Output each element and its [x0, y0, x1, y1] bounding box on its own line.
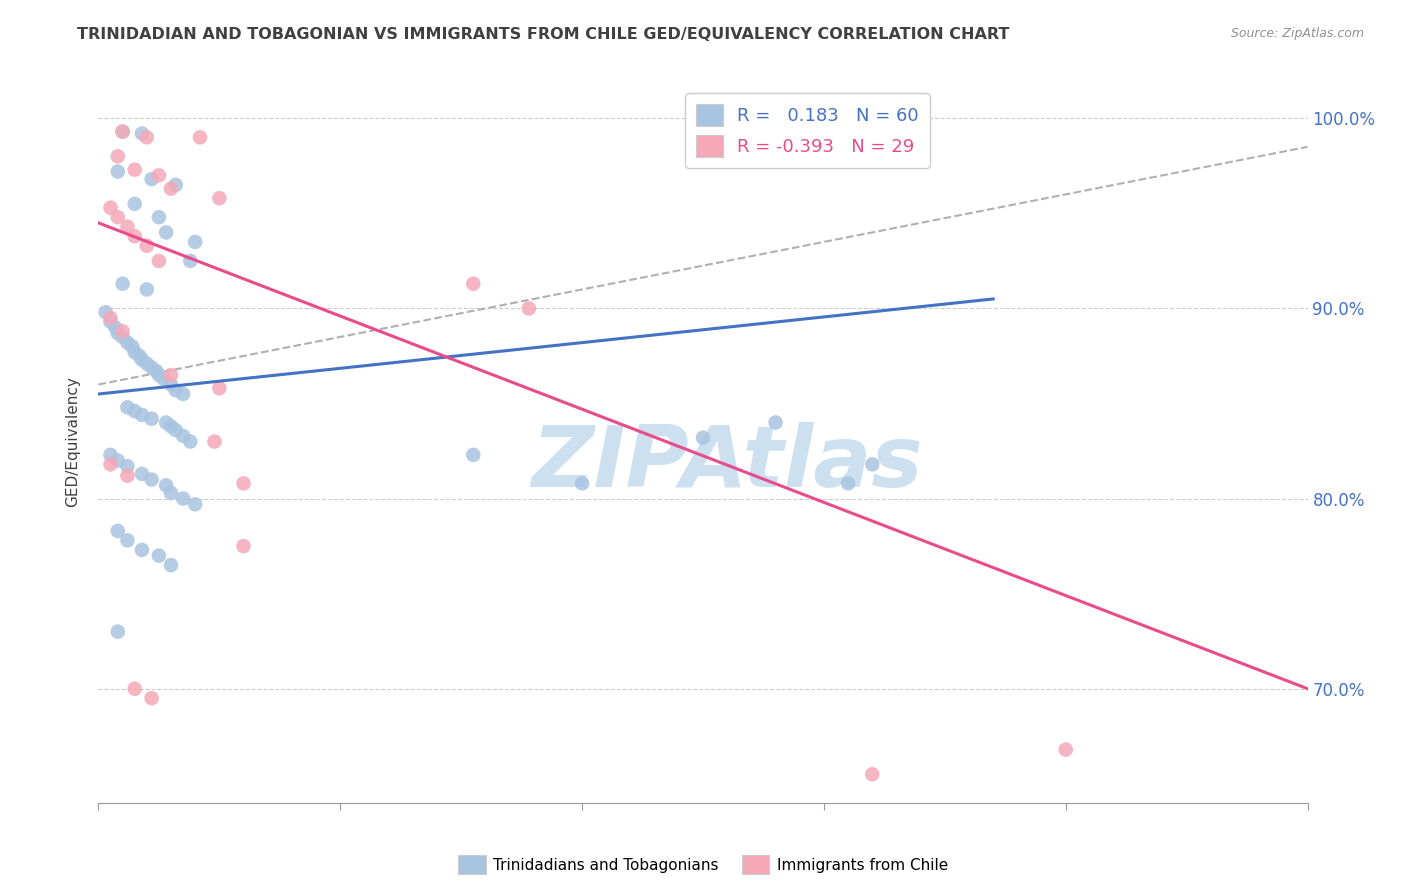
- Point: [117, 468, 139, 483]
- Point: [128, 349, 150, 363]
- Point: [141, 411, 163, 425]
- Point: [184, 235, 207, 249]
- Point: [204, 434, 226, 449]
- Point: [100, 448, 122, 462]
- Point: [208, 191, 231, 205]
- Point: [172, 387, 194, 401]
- Text: Source: ZipAtlas.com: Source: ZipAtlas.com: [1230, 27, 1364, 40]
- Point: [107, 453, 129, 467]
- Point: [111, 125, 134, 139]
- Point: [463, 448, 485, 462]
- Point: [117, 401, 139, 415]
- Point: [131, 127, 153, 141]
- Point: [165, 423, 187, 437]
- Point: [160, 182, 183, 196]
- Y-axis label: GED/Equivalency: GED/Equivalency: [65, 376, 80, 507]
- Point: [121, 339, 143, 353]
- Point: [135, 238, 157, 252]
- Point: [155, 478, 177, 492]
- Point: [107, 210, 129, 224]
- Point: [765, 416, 787, 430]
- Point: [117, 533, 139, 548]
- Point: [135, 130, 157, 145]
- Point: [111, 324, 134, 338]
- Text: ZIPAtlas: ZIPAtlas: [531, 422, 922, 505]
- Point: [141, 473, 163, 487]
- Point: [111, 277, 134, 291]
- Point: [160, 368, 183, 382]
- Point: [111, 125, 134, 139]
- Point: [184, 497, 207, 511]
- Point: [148, 549, 170, 563]
- Legend: R =   0.183   N = 60, R = -0.393   N = 29: R = 0.183 N = 60, R = -0.393 N = 29: [685, 93, 929, 168]
- Point: [107, 149, 129, 163]
- Point: [208, 381, 231, 395]
- Point: [135, 357, 157, 371]
- Point: [141, 691, 163, 706]
- Point: [232, 476, 254, 491]
- Point: [131, 543, 153, 558]
- Point: [232, 539, 254, 553]
- Point: [107, 524, 129, 538]
- Point: [148, 169, 170, 183]
- Point: [148, 253, 170, 268]
- Point: [145, 364, 167, 378]
- Point: [179, 434, 201, 449]
- Point: [131, 352, 153, 367]
- Point: [107, 326, 129, 341]
- Point: [100, 315, 122, 329]
- Point: [463, 277, 485, 291]
- Point: [152, 372, 174, 386]
- Point: [172, 491, 194, 506]
- Point: [107, 624, 129, 639]
- Point: [165, 178, 187, 192]
- Point: [104, 320, 127, 334]
- Point: [124, 162, 146, 177]
- Point: [124, 345, 146, 359]
- Point: [148, 368, 170, 382]
- Point: [117, 459, 139, 474]
- Point: [160, 486, 183, 500]
- Point: [160, 558, 183, 573]
- Point: [107, 164, 129, 178]
- Point: [188, 130, 211, 145]
- Text: TRINIDADIAN AND TOBAGONIAN VS IMMIGRANTS FROM CHILE GED/EQUIVALENCY CORRELATION : TRINIDADIAN AND TOBAGONIAN VS IMMIGRANTS…: [77, 27, 1010, 42]
- Point: [160, 377, 183, 392]
- Point: [155, 416, 177, 430]
- Point: [131, 467, 153, 481]
- Point: [124, 229, 146, 244]
- Point: [692, 431, 714, 445]
- Point: [100, 201, 122, 215]
- Point: [111, 330, 134, 344]
- Point: [179, 253, 201, 268]
- Point: [100, 310, 122, 325]
- Point: [517, 301, 540, 316]
- Point: [100, 458, 122, 472]
- Point: [141, 172, 163, 186]
- Point: [135, 282, 157, 296]
- Point: [571, 476, 593, 491]
- Point: [148, 210, 170, 224]
- Point: [94, 305, 117, 319]
- Point: [1054, 742, 1077, 756]
- Point: [131, 408, 153, 422]
- Legend: Trinidadians and Tobagonians, Immigrants from Chile: Trinidadians and Tobagonians, Immigrants…: [451, 849, 955, 880]
- Point: [860, 458, 883, 472]
- Point: [160, 419, 183, 434]
- Point: [860, 767, 883, 781]
- Point: [165, 383, 187, 397]
- Point: [141, 360, 163, 375]
- Point: [117, 335, 139, 350]
- Point: [172, 429, 194, 443]
- Point: [837, 476, 859, 491]
- Point: [124, 197, 146, 211]
- Point: [117, 219, 139, 234]
- Point: [155, 226, 177, 240]
- Point: [124, 681, 146, 696]
- Point: [124, 404, 146, 418]
